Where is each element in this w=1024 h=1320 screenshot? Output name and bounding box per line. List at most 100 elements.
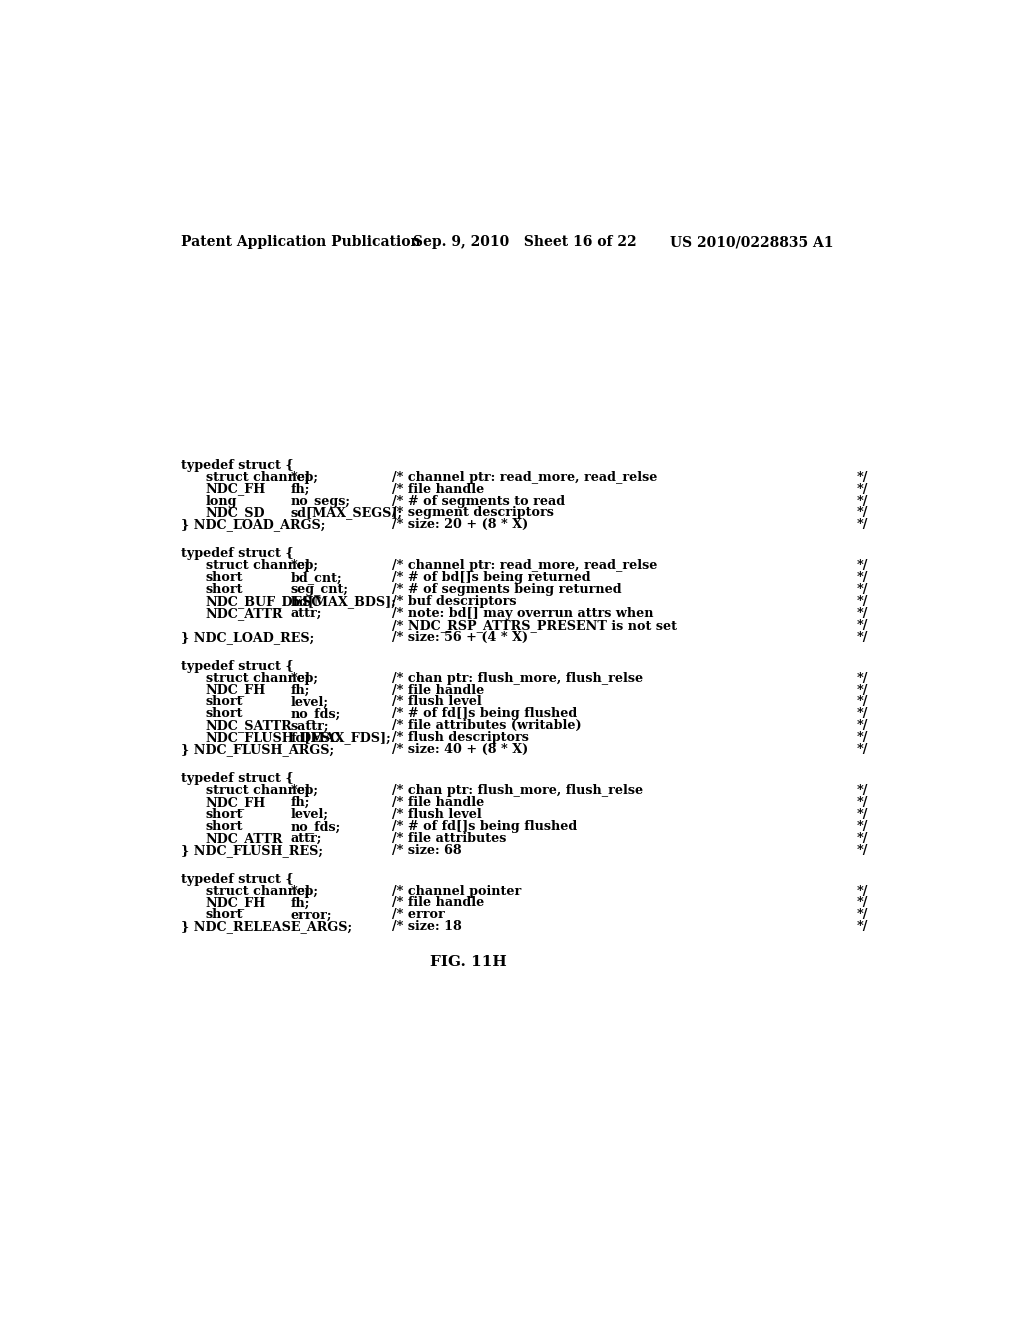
Text: /* note: bd[] may overrun attrs when: /* note: bd[] may overrun attrs when	[391, 607, 653, 620]
Text: typedef struct {: typedef struct {	[180, 548, 293, 560]
Text: /* channel ptr: read_more, read_relse: /* channel ptr: read_more, read_relse	[391, 471, 656, 483]
Text: error;: error;	[291, 908, 332, 921]
Text: /* channel pointer: /* channel pointer	[391, 884, 521, 898]
Text: */: */	[856, 483, 868, 495]
Text: */: */	[856, 920, 868, 933]
Text: attr;: attr;	[291, 832, 323, 845]
Text: struct channel: struct channel	[206, 471, 309, 483]
Text: */: */	[856, 796, 868, 809]
Text: */: */	[856, 672, 868, 685]
Text: NDC_FH: NDC_FH	[206, 896, 266, 909]
Text: fh;: fh;	[291, 796, 310, 809]
Text: /* file handle: /* file handle	[391, 483, 483, 495]
Text: NDC_FLUSH_DESC: NDC_FLUSH_DESC	[206, 731, 341, 744]
Text: NDC_ATTR: NDC_ATTR	[206, 832, 283, 845]
Text: sd[MAX_SEGS];: sd[MAX_SEGS];	[291, 507, 402, 520]
Text: attr;: attr;	[291, 607, 323, 620]
Text: typedef struct {: typedef struct {	[180, 873, 293, 886]
Text: short: short	[206, 708, 243, 721]
Text: NDC_SATTR: NDC_SATTR	[206, 719, 292, 733]
Text: /* flush descriptors: /* flush descriptors	[391, 731, 528, 744]
Text: /* # of fd[]s being flushed: /* # of fd[]s being flushed	[391, 708, 577, 721]
Text: */: */	[856, 719, 868, 733]
Text: short: short	[206, 820, 243, 833]
Text: short: short	[206, 908, 243, 921]
Text: NDC_ATTR: NDC_ATTR	[206, 607, 283, 620]
Text: NDC_BUF_DESC: NDC_BUF_DESC	[206, 595, 322, 609]
Text: short: short	[206, 696, 243, 709]
Text: */: */	[856, 560, 868, 572]
Text: /* # of segments being returned: /* # of segments being returned	[391, 583, 622, 597]
Text: typedef struct {: typedef struct {	[180, 459, 293, 471]
Text: NDC_SD: NDC_SD	[206, 507, 265, 520]
Text: } NDC_FLUSH_RES;: } NDC_FLUSH_RES;	[180, 843, 323, 857]
Text: struct channel: struct channel	[206, 560, 309, 572]
Text: /* # of bd[]s being returned: /* # of bd[]s being returned	[391, 572, 590, 585]
Text: level;: level;	[291, 808, 329, 821]
Text: /* file handle: /* file handle	[391, 684, 483, 697]
Text: /* buf descriptors: /* buf descriptors	[391, 595, 516, 609]
Text: /* chan ptr: flush_more, flush_relse: /* chan ptr: flush_more, flush_relse	[391, 784, 643, 797]
Text: seg_cnt;: seg_cnt;	[291, 583, 349, 597]
Text: */: */	[856, 908, 868, 921]
Text: */: */	[856, 583, 868, 597]
Text: /* chan ptr: flush_more, flush_relse: /* chan ptr: flush_more, flush_relse	[391, 672, 643, 685]
Text: fh;: fh;	[291, 483, 310, 495]
Text: typedef struct {: typedef struct {	[180, 772, 293, 785]
Text: /* file attributes: /* file attributes	[391, 832, 506, 845]
Text: NDC_FH: NDC_FH	[206, 796, 266, 809]
Text: short: short	[206, 808, 243, 821]
Text: } NDC_RELEASE_ARGS;: } NDC_RELEASE_ARGS;	[180, 920, 352, 933]
Text: /* file attributes (writable): /* file attributes (writable)	[391, 719, 582, 733]
Text: Patent Application Publication: Patent Application Publication	[180, 235, 420, 249]
Text: /* file handle: /* file handle	[391, 796, 483, 809]
Text: */: */	[856, 619, 868, 632]
Text: } NDC_FLUSH_ARGS;: } NDC_FLUSH_ARGS;	[180, 743, 334, 756]
Text: */: */	[856, 784, 868, 797]
Text: */: */	[856, 595, 868, 609]
Text: */: */	[856, 507, 868, 520]
Text: /* # of segments to read: /* # of segments to read	[391, 495, 564, 507]
Text: /* flush level: /* flush level	[391, 696, 481, 709]
Text: FIG. 11H: FIG. 11H	[430, 956, 507, 969]
Text: Sep. 9, 2010   Sheet 16 of 22: Sep. 9, 2010 Sheet 16 of 22	[414, 235, 637, 249]
Text: */: */	[856, 607, 868, 620]
Text: /* size: 56 + (4 * X): /* size: 56 + (4 * X)	[391, 631, 527, 644]
Text: */: */	[856, 708, 868, 721]
Text: typedef struct {: typedef struct {	[180, 660, 293, 673]
Text: *cp;: *cp;	[291, 884, 318, 898]
Text: /* error: /* error	[391, 908, 444, 921]
Text: */: */	[856, 808, 868, 821]
Text: level;: level;	[291, 696, 329, 709]
Text: */: */	[856, 743, 868, 756]
Text: */: */	[856, 731, 868, 744]
Text: */: */	[856, 631, 868, 644]
Text: no_fds;: no_fds;	[291, 708, 341, 721]
Text: */: */	[856, 519, 868, 532]
Text: NDC_FH: NDC_FH	[206, 483, 266, 495]
Text: NDC_FH: NDC_FH	[206, 684, 266, 697]
Text: /* size: 18: /* size: 18	[391, 920, 461, 933]
Text: *cp;: *cp;	[291, 560, 318, 572]
Text: fd[MAX_FDS];: fd[MAX_FDS];	[291, 731, 391, 744]
Text: */: */	[856, 684, 868, 697]
Text: no_segs;: no_segs;	[291, 495, 351, 507]
Text: */: */	[856, 832, 868, 845]
Text: long: long	[206, 495, 237, 507]
Text: */: */	[856, 884, 868, 898]
Text: */: */	[856, 820, 868, 833]
Text: /* channel ptr: read_more, read_relse: /* channel ptr: read_more, read_relse	[391, 560, 656, 572]
Text: */: */	[856, 696, 868, 709]
Text: /* # of fd[]s being flushed: /* # of fd[]s being flushed	[391, 820, 577, 833]
Text: */: */	[856, 495, 868, 507]
Text: } NDC_LOAD_RES;: } NDC_LOAD_RES;	[180, 631, 314, 644]
Text: *cp;: *cp;	[291, 471, 318, 483]
Text: *cp;: *cp;	[291, 784, 318, 797]
Text: /* size: 40 + (8 * X): /* size: 40 + (8 * X)	[391, 743, 527, 756]
Text: /* file handle: /* file handle	[391, 896, 483, 909]
Text: fh;: fh;	[291, 684, 310, 697]
Text: /* NDC_RSP_ATTRS_PRESENT is not set: /* NDC_RSP_ATTRS_PRESENT is not set	[391, 619, 677, 632]
Text: bd_cnt;: bd_cnt;	[291, 572, 342, 585]
Text: struct channel: struct channel	[206, 672, 309, 685]
Text: short: short	[206, 583, 243, 597]
